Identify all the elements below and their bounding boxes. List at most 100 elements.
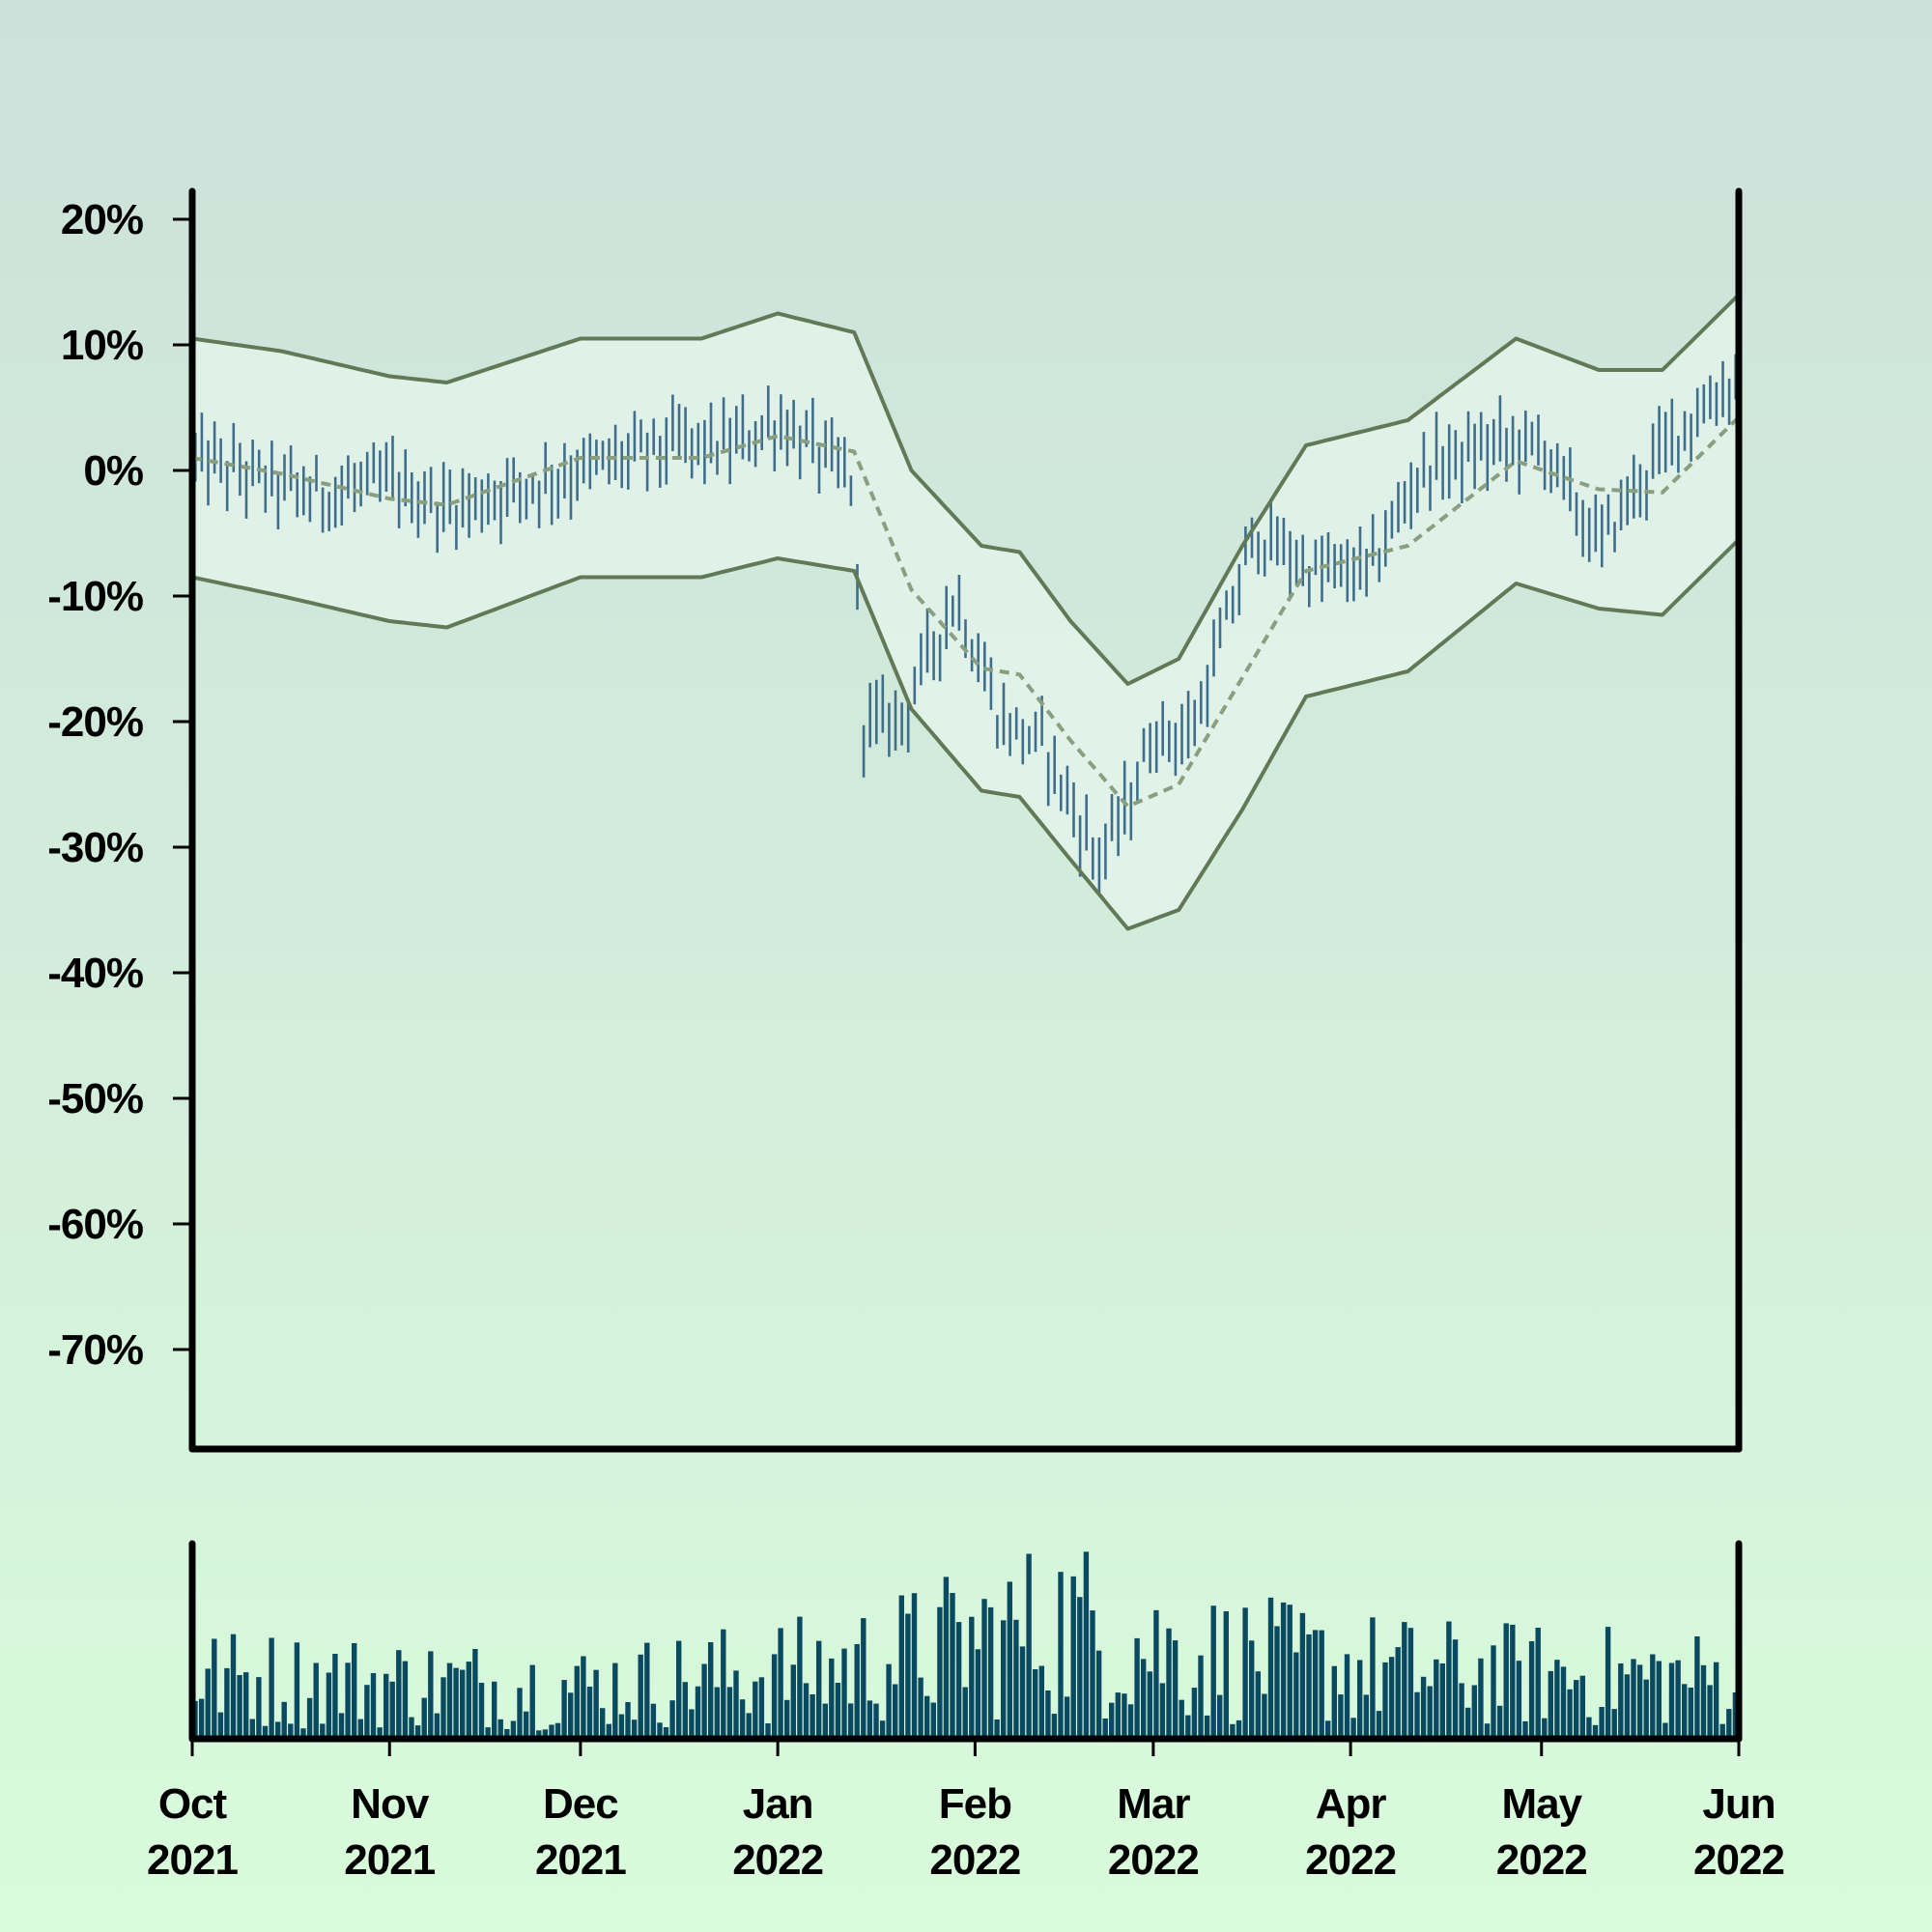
upper-band-line [191,293,1741,686]
volume-bar [1134,1637,1140,1739]
volume-bar [739,1699,746,1739]
volume-bar [389,1681,395,1739]
volume-bar [1363,1694,1369,1739]
volume-bar [1064,1696,1070,1739]
volume-bar [918,1677,923,1739]
middle-band-line [191,415,1741,810]
volume-bar [1522,1720,1528,1739]
volume-bar [345,1662,351,1739]
volume-bar [1624,1674,1631,1739]
price-bars [194,354,1737,895]
volume-bar [867,1700,873,1739]
volume-bar [460,1669,466,1739]
volume-bar [1007,1581,1012,1739]
volume-bar [1528,1641,1535,1739]
volume-bar [721,1629,726,1739]
volume-bar [1102,1719,1108,1739]
volume-bar [1484,1723,1491,1739]
y-tick-label: -20% [47,698,143,746]
volume-bar [217,1712,224,1739]
volume-bar [625,1702,631,1739]
volume-bar [638,1654,643,1739]
volume-bar [1179,1699,1184,1739]
volume-bar [338,1713,345,1739]
volume-bar [230,1634,237,1739]
volume-bar [1299,1612,1306,1739]
y-tick-label: -70% [47,1326,143,1374]
volume-bar [1242,1607,1248,1739]
volume-bar [1631,1659,1636,1739]
volume-bar [606,1723,611,1739]
volume-bar [306,1697,313,1739]
volume-bar [803,1683,810,1739]
volume-bar [1542,1718,1548,1739]
volume-bar [784,1699,790,1739]
volume-bar [987,1606,994,1739]
x-tick-month: Mar [1117,1780,1190,1828]
volume-bar [1382,1662,1388,1739]
volume-bar [1230,1723,1236,1739]
volume-bar [256,1677,262,1739]
y-axis-ticks: 20% 10% 0% -10% -20% -30% -40% -50% -60% -70% [47,196,192,1374]
volume-bar [726,1687,733,1739]
x-tick-year: 2022 [1108,1836,1199,1884]
volume-bar [873,1703,879,1739]
volume-bar [561,1680,567,1739]
volume-bar [854,1644,860,1739]
volume-bar [1688,1688,1693,1739]
volume-bar [581,1656,586,1739]
volume-bar [1153,1609,1159,1739]
volume-bar [1109,1702,1115,1739]
volume-bar [1592,1724,1599,1739]
volume-bar [1159,1683,1166,1739]
volume-bar [682,1682,688,1739]
volume-bar [1439,1663,1445,1739]
volume-bar [1370,1617,1376,1739]
volume-bar [326,1672,332,1739]
volume-bar [1618,1663,1624,1739]
volume-bar [886,1663,892,1739]
y-tick-label: 0% [83,447,143,495]
volume-bar [1095,1650,1102,1739]
volume-bar [969,1616,975,1739]
volume-bar [1726,1709,1732,1739]
volume-bar [841,1648,847,1739]
volume-bar [778,1628,783,1739]
volume-bar [822,1703,828,1739]
volume-bar [332,1654,338,1739]
volume-bar [816,1640,822,1739]
volume-bar [1560,1666,1567,1739]
volume-bar [574,1665,580,1739]
volume-bar [746,1713,752,1739]
volume-bar [1255,1671,1261,1739]
volume-bar [492,1681,497,1739]
volume-bar [1700,1664,1707,1739]
volume-bar [911,1593,918,1739]
x-tick-month: Apr [1316,1780,1387,1828]
volume-bar [466,1662,471,1739]
y-tick-label: -40% [47,950,143,997]
volume-bar [1675,1660,1681,1739]
volume-bar [294,1642,300,1739]
volume-bar [1033,1669,1038,1739]
x-tick-month: May [1501,1780,1582,1828]
volume-bar [861,1618,867,1739]
volume-bar [434,1713,440,1739]
volume-bar [1127,1704,1134,1739]
volume-bar [320,1723,326,1739]
volume-bar [771,1654,778,1739]
y-tick-label: -10% [47,573,143,620]
volume-bar [1407,1628,1414,1739]
volume-bar [898,1595,904,1739]
x-tick-month: Feb [939,1780,1011,1828]
volume-bar [676,1640,682,1739]
volume-bar [994,1719,1000,1739]
volume-bar [1636,1664,1643,1739]
volume-bar [758,1677,765,1739]
volume-bar [568,1692,574,1739]
x-tick-month: Jan [743,1780,813,1828]
volume-bar [1262,1693,1267,1739]
volume-bar [1287,1605,1293,1739]
volume-bar [1338,1694,1344,1739]
volume-bar [1249,1640,1255,1739]
